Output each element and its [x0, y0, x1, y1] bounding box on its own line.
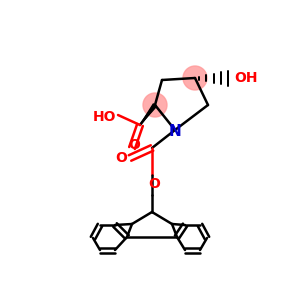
Text: N: N	[169, 124, 182, 140]
Circle shape	[183, 66, 207, 90]
Text: O: O	[115, 151, 127, 165]
Circle shape	[143, 93, 167, 117]
Text: HO: HO	[92, 110, 116, 124]
Text: OH: OH	[234, 71, 257, 85]
Text: O: O	[148, 177, 160, 191]
Text: O: O	[128, 138, 140, 152]
Polygon shape	[140, 104, 157, 125]
